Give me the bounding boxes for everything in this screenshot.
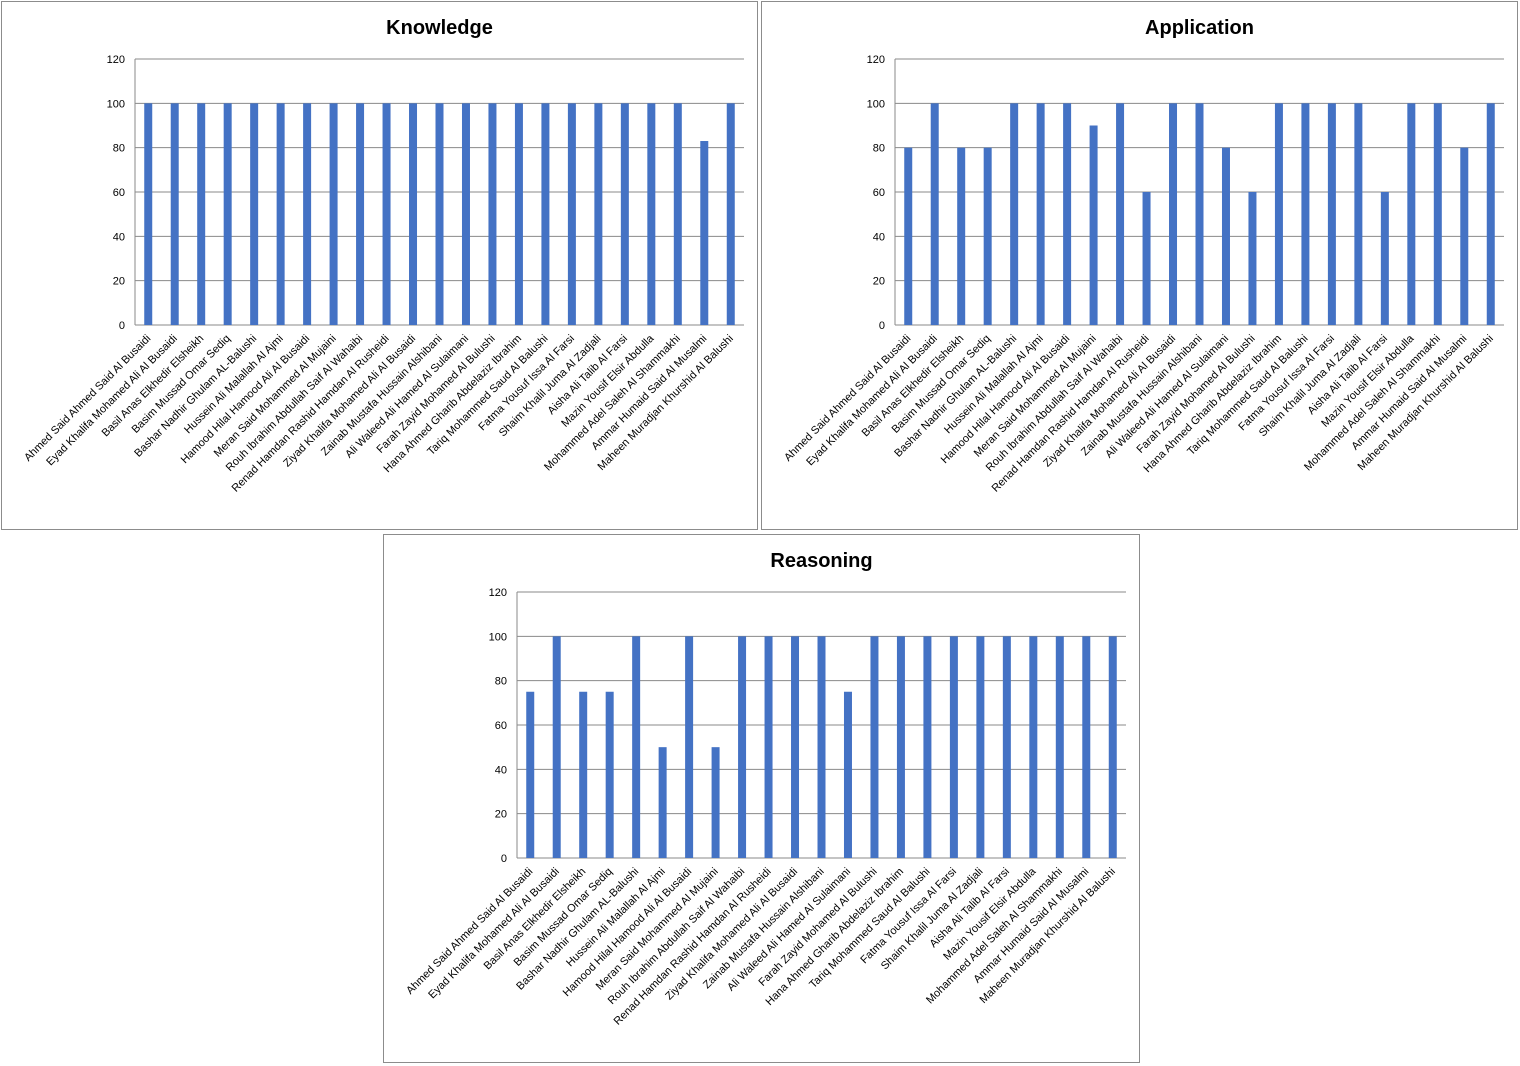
y-tick-label: 40: [113, 231, 125, 243]
y-tick-label: 80: [113, 143, 125, 155]
bar: [579, 691, 588, 858]
bar: [276, 103, 285, 325]
bar: [1116, 103, 1125, 325]
bar: [1063, 103, 1072, 325]
bar: [923, 636, 932, 858]
y-tick-label: 60: [495, 720, 507, 732]
bar: [409, 103, 418, 325]
bar: [949, 636, 958, 858]
bar: [144, 103, 153, 325]
bar: [1089, 125, 1098, 325]
bar: [1221, 147, 1230, 325]
bar: [329, 103, 338, 325]
y-tick-label: 80: [495, 676, 507, 688]
bar: [1380, 192, 1389, 325]
y-tick-label: 0: [501, 853, 507, 865]
bar: [382, 103, 391, 325]
y-tick-label: 20: [873, 276, 885, 288]
bar: [1486, 103, 1495, 325]
y-tick-label: 120: [107, 54, 125, 66]
bar: [356, 103, 365, 325]
bar: [1082, 636, 1091, 858]
y-tick-label: 20: [113, 276, 125, 288]
bar: [700, 141, 709, 325]
chart-title: Application: [1145, 17, 1254, 39]
chart-title: Knowledge: [386, 17, 493, 39]
bar: [1407, 103, 1416, 325]
bar: [647, 103, 656, 325]
bar: [1195, 103, 1204, 325]
y-tick-label: 0: [879, 320, 885, 332]
bar: [904, 147, 913, 325]
bar: [930, 103, 939, 325]
y-tick-label: 0: [119, 320, 125, 332]
bar: [1010, 103, 1019, 325]
bar: [1248, 192, 1257, 325]
bar: [435, 103, 444, 325]
bar: [567, 103, 576, 325]
bar: [843, 691, 852, 858]
y-tick-label: 100: [867, 98, 885, 110]
bar: [726, 103, 735, 325]
bar: [1274, 103, 1283, 325]
bar: [1301, 103, 1310, 325]
y-tick-label: 80: [873, 143, 885, 155]
bar: [764, 636, 773, 858]
y-tick-label: 100: [107, 98, 125, 110]
bar: [1002, 636, 1011, 858]
y-tick-label: 100: [489, 631, 507, 643]
bar: [170, 103, 179, 325]
bar: [1142, 192, 1151, 325]
bar: [1055, 636, 1064, 858]
y-tick-label: 40: [873, 231, 885, 243]
y-tick-label: 60: [873, 187, 885, 199]
bar: [870, 636, 879, 858]
bar: [896, 636, 905, 858]
bar: [658, 747, 667, 858]
bar: [957, 147, 966, 325]
bar: [1433, 103, 1442, 325]
bar: [1036, 103, 1045, 325]
chart-panel-knowledge: Knowledge 0 20 40 60 80 100 120 Ahmed Said Ahmed…: [1, 1, 758, 530]
chart-panel-reasoning: Reasoning 0 20 40 60 80 100 120 Ahmed Said Ahmed…: [383, 534, 1140, 1063]
y-tick-label: 60: [113, 187, 125, 199]
bar: [738, 636, 747, 858]
y-tick-label: 20: [495, 809, 507, 821]
bar: [685, 636, 694, 858]
bar: [594, 103, 603, 325]
y-tick-label: 40: [495, 764, 507, 776]
bar: [976, 636, 985, 858]
bar: [250, 103, 259, 325]
bar: [620, 103, 629, 325]
bar: [461, 103, 470, 325]
bar: [1169, 103, 1178, 325]
chart-title: Reasoning: [770, 550, 872, 572]
bar: [1460, 147, 1469, 325]
bar: [673, 103, 682, 325]
bar: [1029, 636, 1038, 858]
y-tick-label: 120: [489, 587, 507, 599]
bar: [605, 691, 614, 858]
bar: [1108, 636, 1117, 858]
bar: [514, 103, 523, 325]
bar: [541, 103, 550, 325]
bar: [1354, 103, 1363, 325]
chart-panel-application: Application 0 20 40 60 80 100 120 Ahmed Said Ahm…: [761, 1, 1518, 530]
bar: [817, 636, 826, 858]
bar: [526, 691, 535, 858]
bar: [791, 636, 800, 858]
bar: [711, 747, 720, 858]
bar: [197, 103, 206, 325]
bar: [488, 103, 497, 325]
bar: [303, 103, 312, 325]
bar: [1327, 103, 1336, 325]
bar: [552, 636, 561, 858]
y-tick-label: 120: [867, 54, 885, 66]
bar: [983, 147, 992, 325]
bar: [223, 103, 232, 325]
bar: [632, 636, 641, 858]
